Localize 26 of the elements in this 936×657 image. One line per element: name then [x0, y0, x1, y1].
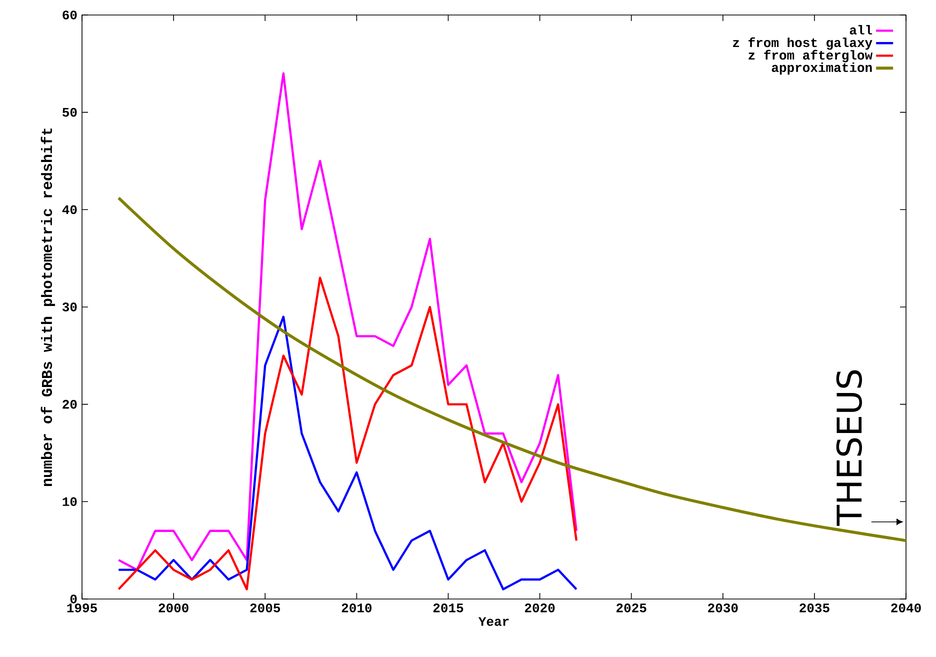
- y-axis-title: number of GRBs with photometric redshift: [40, 128, 56, 486]
- legend-label: z from afterglow: [748, 50, 873, 62]
- x-tick-label: 2000: [158, 604, 188, 612]
- legend-label: approximation: [772, 62, 872, 75]
- x-tick-label: 1995: [67, 604, 97, 612]
- x-tick-label: 2010: [342, 604, 372, 612]
- x-tick-label: 2005: [250, 604, 280, 612]
- annotation: THESEUS: [836, 370, 862, 526]
- y-tick-label: 30: [62, 302, 77, 312]
- y-tick-label: 20: [62, 400, 77, 409]
- y-tick-label: 50: [62, 108, 77, 117]
- legend-label: all: [850, 25, 872, 35]
- y-tick-label: 60: [62, 10, 77, 20]
- x-tick-label: 2025: [616, 604, 646, 612]
- y-tick-label: 10: [62, 497, 77, 506]
- x-axis-title: Year: [478, 617, 509, 626]
- x-tick-label: 2030: [708, 604, 738, 612]
- y-tick-label: 40: [62, 205, 77, 214]
- line-series: [118, 72, 578, 571]
- x-tick-label: 2035: [800, 604, 830, 612]
- x-tick-label: 2040: [891, 604, 921, 612]
- legend-label: z from host galaxy: [733, 37, 872, 50]
- x-tick-label: 2020: [524, 604, 555, 612]
- y-tick-label: 0: [70, 594, 77, 604]
- line-series: [117, 196, 906, 542]
- x-tick-label: 2015: [433, 604, 464, 612]
